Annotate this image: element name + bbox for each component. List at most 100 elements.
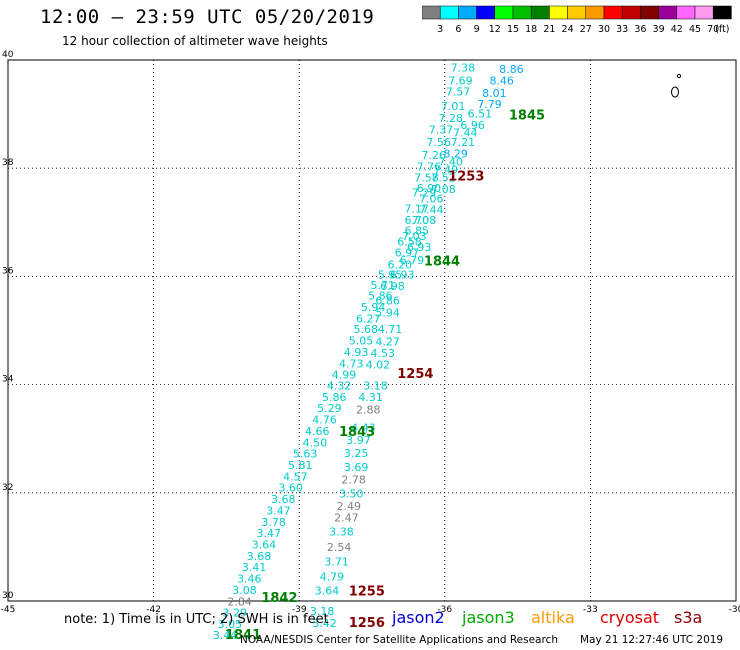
wave-height-label: 3.78 <box>261 516 286 529</box>
pass-time-label: 1842 <box>261 591 297 606</box>
wave-height-label: 7.29 <box>412 186 437 199</box>
wave-height-label: 2.88 <box>356 403 381 416</box>
colorbar-label: 45 <box>689 24 701 35</box>
wave-height-label: 7.06 <box>419 192 444 205</box>
pass-time-label: 1845 <box>509 109 545 124</box>
wave-height-label: 8.29 <box>443 147 468 160</box>
wave-height-label: 3.18 <box>363 379 388 392</box>
lon-tick-label: -39 <box>292 605 307 615</box>
wave-height-label: 7.44 <box>453 126 478 139</box>
wave-height-label: 7.56 <box>426 136 451 149</box>
wave-height-label: 3.08 <box>232 584 257 597</box>
wave-height-label: 6.20 <box>388 258 413 271</box>
wave-height-label: 3.97 <box>346 434 371 447</box>
wave-height-label: 4.73 <box>339 357 364 370</box>
wave-height-label: 7.08 <box>431 183 456 196</box>
lat-tick-label: 32 <box>2 483 13 493</box>
lon-tick-label: -30 <box>729 605 740 615</box>
wave-height-label: 4.99 <box>332 369 357 382</box>
colorbar-label: 36 <box>634 24 646 35</box>
wave-height-label: 4.50 <box>303 436 328 449</box>
wave-height-label: 6.58 <box>397 236 422 249</box>
legend-jason3: jason3 <box>462 608 515 627</box>
pass-time-label: 1254 <box>397 367 433 382</box>
wave-height-label: 7.58 <box>414 172 439 185</box>
pass-time-label: 1844 <box>424 255 460 270</box>
wave-height-label: 5.68 <box>354 323 379 336</box>
colorbar-label: 24 <box>562 24 574 35</box>
wave-height-label: 7.03 <box>402 230 427 243</box>
pass-time-label: 1843 <box>339 425 375 440</box>
wave-height-label: 6.97 <box>395 246 420 259</box>
colorbar-label: 18 <box>525 24 537 35</box>
wave-height-label: 3.25 <box>344 447 369 460</box>
wave-height-label: 7.69 <box>448 74 473 87</box>
map-subtitle: 12 hour collection of altimeter wave hei… <box>62 34 328 48</box>
wave-height-colorbar: 3 6 9 12 15 18 21 24 27 30 33 36 39 42 45 70(ft) <box>422 5 732 35</box>
wave-height-label: 5.29 <box>317 402 342 415</box>
wave-height-label: 6.86 <box>375 295 400 308</box>
wave-height-label: 7.17 <box>405 203 430 216</box>
wave-height-label: 4.32 <box>327 379 352 392</box>
wave-height-label: 8.86 <box>499 63 524 76</box>
wave-height-label: 5.81 <box>288 459 313 472</box>
wave-height-label: 3.69 <box>344 461 369 474</box>
colorbar-label: 21 <box>543 24 555 35</box>
wave-height-label: 3.50 <box>339 488 364 501</box>
colorbar-label: 15 <box>507 24 519 35</box>
wave-height-label: 7.28 <box>438 112 463 125</box>
wave-height-label: 7.37 <box>429 124 454 137</box>
wave-height-label: 6.51 <box>468 107 493 120</box>
wave-height-label: 3.47 <box>256 527 281 540</box>
wave-height-label: 3.38 <box>329 526 354 539</box>
wave-height-label: 4.93 <box>344 346 369 359</box>
wave-height-label: 6.79 <box>400 254 425 267</box>
legend-cryosat: cryosat <box>600 608 660 627</box>
pass-time-label: 1841 <box>225 628 261 643</box>
colorbar-label: 9 <box>474 24 480 35</box>
wave-height-label: 4.57 <box>283 470 308 483</box>
lon-tick-label: -36 <box>437 605 452 615</box>
colorbar-label: 33 <box>616 24 628 35</box>
wave-height-label: 3.18 <box>310 605 335 618</box>
colorbar-label: 27 <box>580 24 592 35</box>
wave-height-label: 5.05 <box>349 335 374 348</box>
wave-height-label: 3.46 <box>237 573 262 586</box>
wave-height-label: 6.93 <box>407 241 432 254</box>
wave-height-label: 6.90 <box>417 182 442 195</box>
wave-height-label: 7.52 <box>431 172 456 185</box>
wave-height-label: 3.68 <box>247 550 272 563</box>
wave-height-label: 3.68 <box>271 493 296 506</box>
lon-tick-label: -42 <box>146 605 161 615</box>
credit-line: NOAA/NESDIS Center for Satellite Applica… <box>240 634 558 646</box>
wave-height-label: 3.42 <box>312 617 337 630</box>
lon-tick-label: -45 <box>1 605 16 615</box>
wave-height-label: 5.86 <box>322 391 347 404</box>
legend-s3a: s3a <box>674 608 703 627</box>
colorbar-label: 70 <box>707 24 719 35</box>
map-title: 12:00 – 23:59 UTC 05/20/2019 <box>40 6 375 28</box>
wave-height-label: 5.95 <box>378 269 403 282</box>
island-outline <box>671 86 679 98</box>
wave-height-label: 6.96 <box>460 119 485 132</box>
wave-height-label: 4.71 <box>378 323 403 336</box>
wave-height-label: 3.64 <box>315 585 340 598</box>
wave-height-label: 3.71 <box>324 555 349 568</box>
colorbar-swatch <box>712 5 732 20</box>
wave-height-label: 5.63 <box>293 448 318 461</box>
wave-height-label: 7.40 <box>438 155 463 168</box>
wave-height-label: 4.27 <box>375 336 400 349</box>
colorbar-label: 12 <box>489 24 501 35</box>
wave-height-label: 6.85 <box>405 225 430 238</box>
wave-height-label: 7.79 <box>477 98 502 111</box>
wave-height-label: 3.41 <box>242 561 267 574</box>
wave-height-label: 7.21 <box>451 136 476 149</box>
wave-height-label: 6.98 <box>380 280 405 293</box>
wave-height-label: 7.49 <box>434 164 459 177</box>
legend-altika: altika <box>531 608 575 627</box>
wave-height-label: 6.27 <box>356 312 381 325</box>
colorbar-label: 6 <box>455 24 461 35</box>
wave-height-label: 3.29 <box>223 607 248 620</box>
wave-height-label: 2.49 <box>337 500 362 513</box>
